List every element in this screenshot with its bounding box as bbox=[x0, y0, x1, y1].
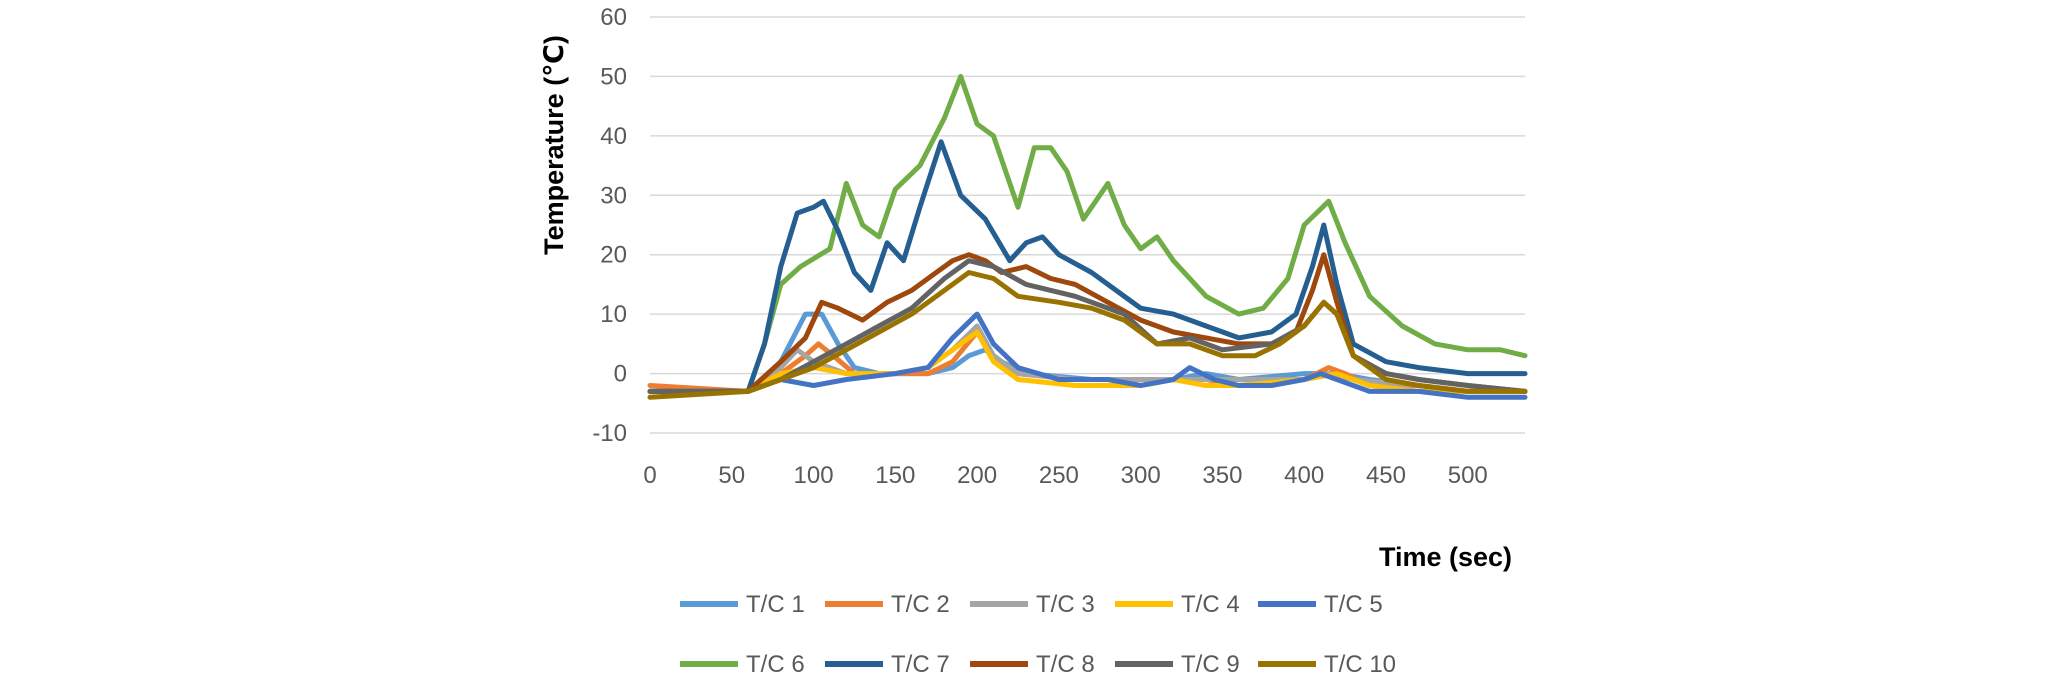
y-tick-label: 0 bbox=[614, 361, 627, 388]
series-line-tc-5 bbox=[647, 311, 1528, 400]
legend-label: T/C 1 bbox=[746, 591, 805, 618]
y-tick-label: 20 bbox=[600, 242, 627, 269]
series-line-tc-10 bbox=[647, 270, 1528, 400]
y-tick-label: 30 bbox=[600, 182, 627, 209]
y-tick-label: 50 bbox=[600, 63, 627, 90]
legend-label: T/C 9 bbox=[1181, 651, 1240, 678]
y-tick-label: -10 bbox=[592, 420, 627, 447]
series-line-tc-7 bbox=[647, 139, 1528, 394]
legend-label: T/C 8 bbox=[1036, 651, 1095, 678]
x-tick-label: 350 bbox=[1202, 462, 1242, 489]
legend-label: T/C 3 bbox=[1036, 591, 1095, 618]
series-line-tc-8 bbox=[647, 252, 1528, 394]
legend-label: T/C 10 bbox=[1324, 651, 1396, 678]
x-tick-label: 450 bbox=[1366, 462, 1406, 489]
x-tick-label: 100 bbox=[794, 462, 834, 489]
y-tick-label: 60 bbox=[600, 4, 627, 31]
x-tick-label: 250 bbox=[1039, 462, 1079, 489]
x-tick-label: 300 bbox=[1121, 462, 1161, 489]
legend-label: T/C 4 bbox=[1181, 591, 1240, 618]
x-tick-label: 50 bbox=[718, 462, 745, 489]
x-tick-label: 500 bbox=[1448, 462, 1488, 489]
y-axis-tick-labels: -10 0 10 20 30 40 50 60 bbox=[592, 4, 627, 447]
y-axis-title: Temperature (℃) bbox=[539, 35, 569, 255]
legend-label: T/C 5 bbox=[1324, 591, 1383, 618]
x-tick-label: 150 bbox=[875, 462, 915, 489]
legend-label: T/C 2 bbox=[891, 591, 950, 618]
legend-label: T/C 6 bbox=[746, 651, 805, 678]
x-tick-label: 400 bbox=[1284, 462, 1324, 489]
series-line-tc-6 bbox=[647, 73, 1528, 394]
legend-label: T/C 7 bbox=[891, 651, 950, 678]
y-tick-label: 40 bbox=[600, 123, 627, 150]
x-tick-label: 200 bbox=[957, 462, 997, 489]
x-axis-tick-labels: 0 50 100 150 200 250 300 350 400 450 500 bbox=[643, 462, 1487, 489]
legend: T/C 1 T/C 2 T/C 3 T/C 4 T/C 5 T/C 6 T/C 7 T/C 8… bbox=[680, 591, 1396, 678]
data-series-lines bbox=[647, 73, 1528, 400]
y-tick-label: 10 bbox=[600, 301, 627, 328]
x-axis-title: Time (sec) bbox=[1379, 542, 1512, 572]
x-tick-label: 0 bbox=[643, 462, 656, 489]
series-line-tc-4 bbox=[647, 329, 1528, 394]
